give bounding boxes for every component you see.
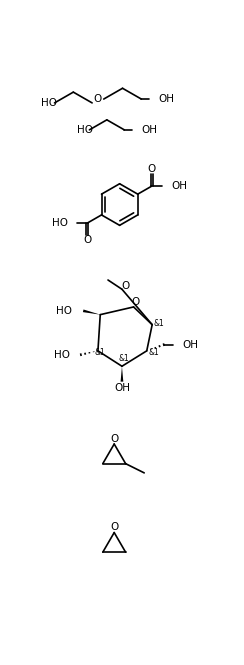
Text: HO: HO bbox=[41, 98, 57, 108]
Text: OH: OH bbox=[141, 125, 157, 135]
Text: O: O bbox=[93, 94, 102, 104]
Text: OH: OH bbox=[171, 182, 187, 192]
Polygon shape bbox=[83, 309, 100, 315]
Text: O: O bbox=[122, 281, 130, 291]
Text: HO: HO bbox=[52, 217, 68, 227]
Text: &1: &1 bbox=[154, 319, 164, 328]
Text: O: O bbox=[148, 164, 156, 174]
Text: O: O bbox=[131, 297, 139, 307]
Text: OH: OH bbox=[158, 94, 174, 104]
Text: O: O bbox=[83, 235, 92, 245]
Text: HO: HO bbox=[56, 306, 72, 316]
Text: O: O bbox=[110, 522, 118, 532]
Text: &1: &1 bbox=[119, 354, 130, 363]
Text: &1: &1 bbox=[95, 348, 106, 357]
Text: HO: HO bbox=[77, 125, 93, 135]
Text: O: O bbox=[110, 434, 118, 444]
Text: OH: OH bbox=[183, 340, 198, 350]
Text: HO: HO bbox=[54, 350, 70, 360]
Text: OH: OH bbox=[114, 383, 130, 393]
Polygon shape bbox=[121, 366, 123, 382]
Text: &1: &1 bbox=[148, 348, 159, 357]
